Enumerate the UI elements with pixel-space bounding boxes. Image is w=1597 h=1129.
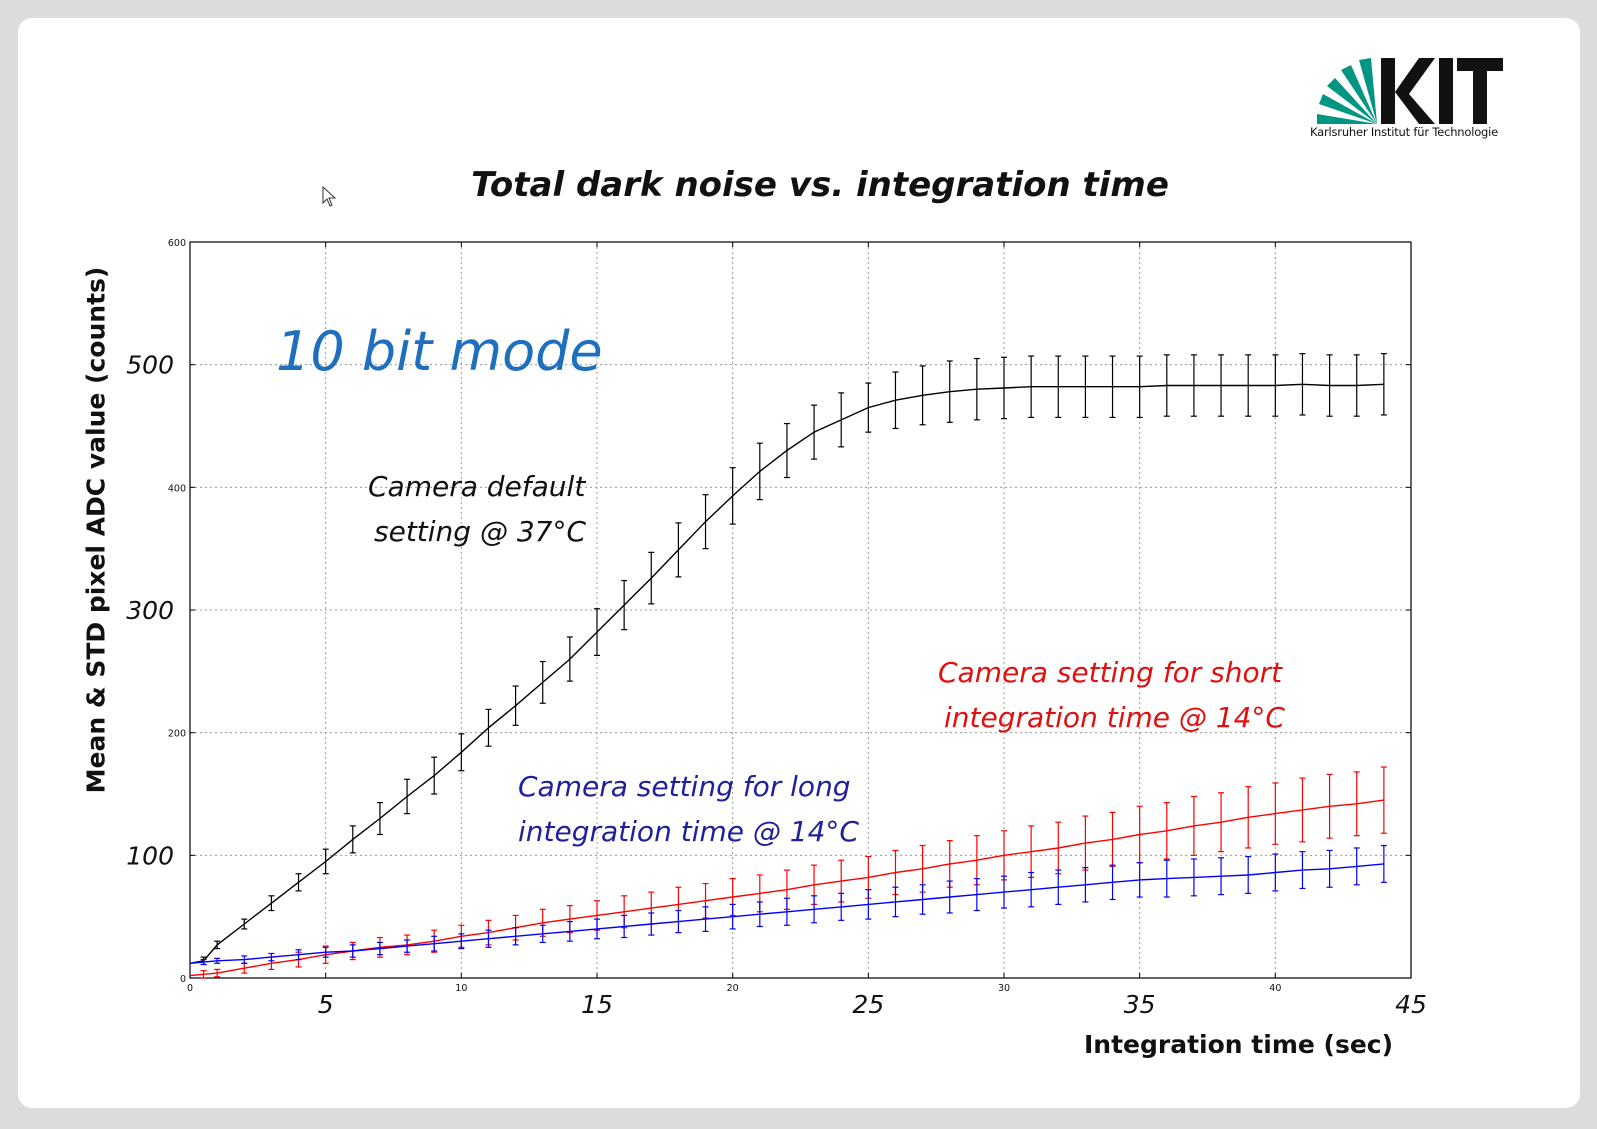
annotation-long-line1: Camera setting for long bbox=[518, 770, 851, 803]
x-tick-label-small: 20 bbox=[727, 983, 739, 994]
x-tick-label-large: 15 bbox=[581, 990, 613, 1019]
x-tick-label-small: 30 bbox=[998, 983, 1010, 994]
annotation-short-line1: Camera setting for short bbox=[938, 656, 1283, 689]
slide-background bbox=[18, 18, 1580, 1108]
y-tick-label-small: 200 bbox=[168, 729, 186, 740]
x-axis-label: Integration time (sec) bbox=[1084, 1030, 1394, 1059]
kit-logo-fan bbox=[1317, 58, 1377, 124]
x-tick-label-large: 5 bbox=[318, 990, 334, 1019]
annotation-default-line2: setting @ 37°C bbox=[374, 515, 587, 548]
mouse-cursor-icon bbox=[322, 186, 337, 207]
kit-logo bbox=[1317, 58, 1503, 124]
y-tick-label-large: 100 bbox=[126, 841, 174, 870]
y-tick-label-large: 500 bbox=[126, 351, 174, 380]
annotation-short: Camera setting for short integration tim… bbox=[938, 650, 1285, 740]
y-tick-label-small: 0 bbox=[180, 974, 186, 985]
logo-subtitle: Karlsruher Institut für Technologie bbox=[1310, 125, 1499, 139]
x-tick-label-small: 40 bbox=[1269, 983, 1281, 994]
chart-title: Total dark noise vs. integration time bbox=[471, 165, 1169, 205]
series-line-0 bbox=[189, 383, 1384, 964]
x-tick-label-large: 25 bbox=[852, 990, 884, 1019]
y-tick-label-small: 600 bbox=[168, 238, 186, 249]
x-tick-label-large: 35 bbox=[1124, 990, 1156, 1019]
annotation-long-line2: integration time @ 14°C bbox=[518, 815, 859, 848]
annotation-long: Camera setting for long integration time… bbox=[518, 764, 859, 854]
y-axis-label: Mean & STD pixel ADC value (counts) bbox=[81, 266, 111, 794]
annotation-default: Camera default setting @ 37°C bbox=[368, 464, 586, 554]
annotation-default-line1: Camera default bbox=[368, 470, 586, 503]
x-tick-label-small: 10 bbox=[455, 983, 467, 994]
y-tick-label-small: 400 bbox=[168, 483, 186, 494]
y-tick-label-large: 300 bbox=[126, 596, 174, 625]
kit-logo-letters bbox=[1381, 58, 1503, 124]
series-line-2 bbox=[189, 863, 1384, 964]
x-tick-label-large: 45 bbox=[1395, 990, 1427, 1019]
mode-annotation: 10 bit mode bbox=[276, 320, 603, 383]
x-tick-label-small: 0 bbox=[187, 983, 193, 994]
annotation-short-line2: integration time @ 14°C bbox=[944, 701, 1285, 734]
